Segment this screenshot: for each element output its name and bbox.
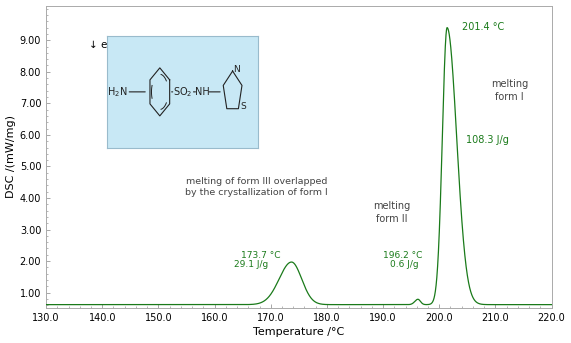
Text: melting
form II: melting form II [373, 201, 410, 224]
Text: ↓ exo: ↓ exo [89, 40, 119, 50]
Text: 108.3 J/g: 108.3 J/g [465, 135, 508, 145]
Text: 0.6 J/g: 0.6 J/g [390, 260, 419, 269]
X-axis label: Temperature /°C: Temperature /°C [253, 328, 344, 338]
Y-axis label: DSC /(mW/mg): DSC /(mW/mg) [6, 116, 15, 199]
Text: 173.7 °C: 173.7 °C [241, 250, 280, 260]
Text: 201.4 °C: 201.4 °C [462, 22, 504, 32]
Text: melting of form III overlapped
by the crystallization of form I: melting of form III overlapped by the cr… [186, 177, 328, 197]
Text: 196.2 °C: 196.2 °C [383, 250, 423, 260]
Text: 29.1 J/g: 29.1 J/g [234, 260, 268, 269]
Text: melting
form I: melting form I [491, 79, 528, 102]
